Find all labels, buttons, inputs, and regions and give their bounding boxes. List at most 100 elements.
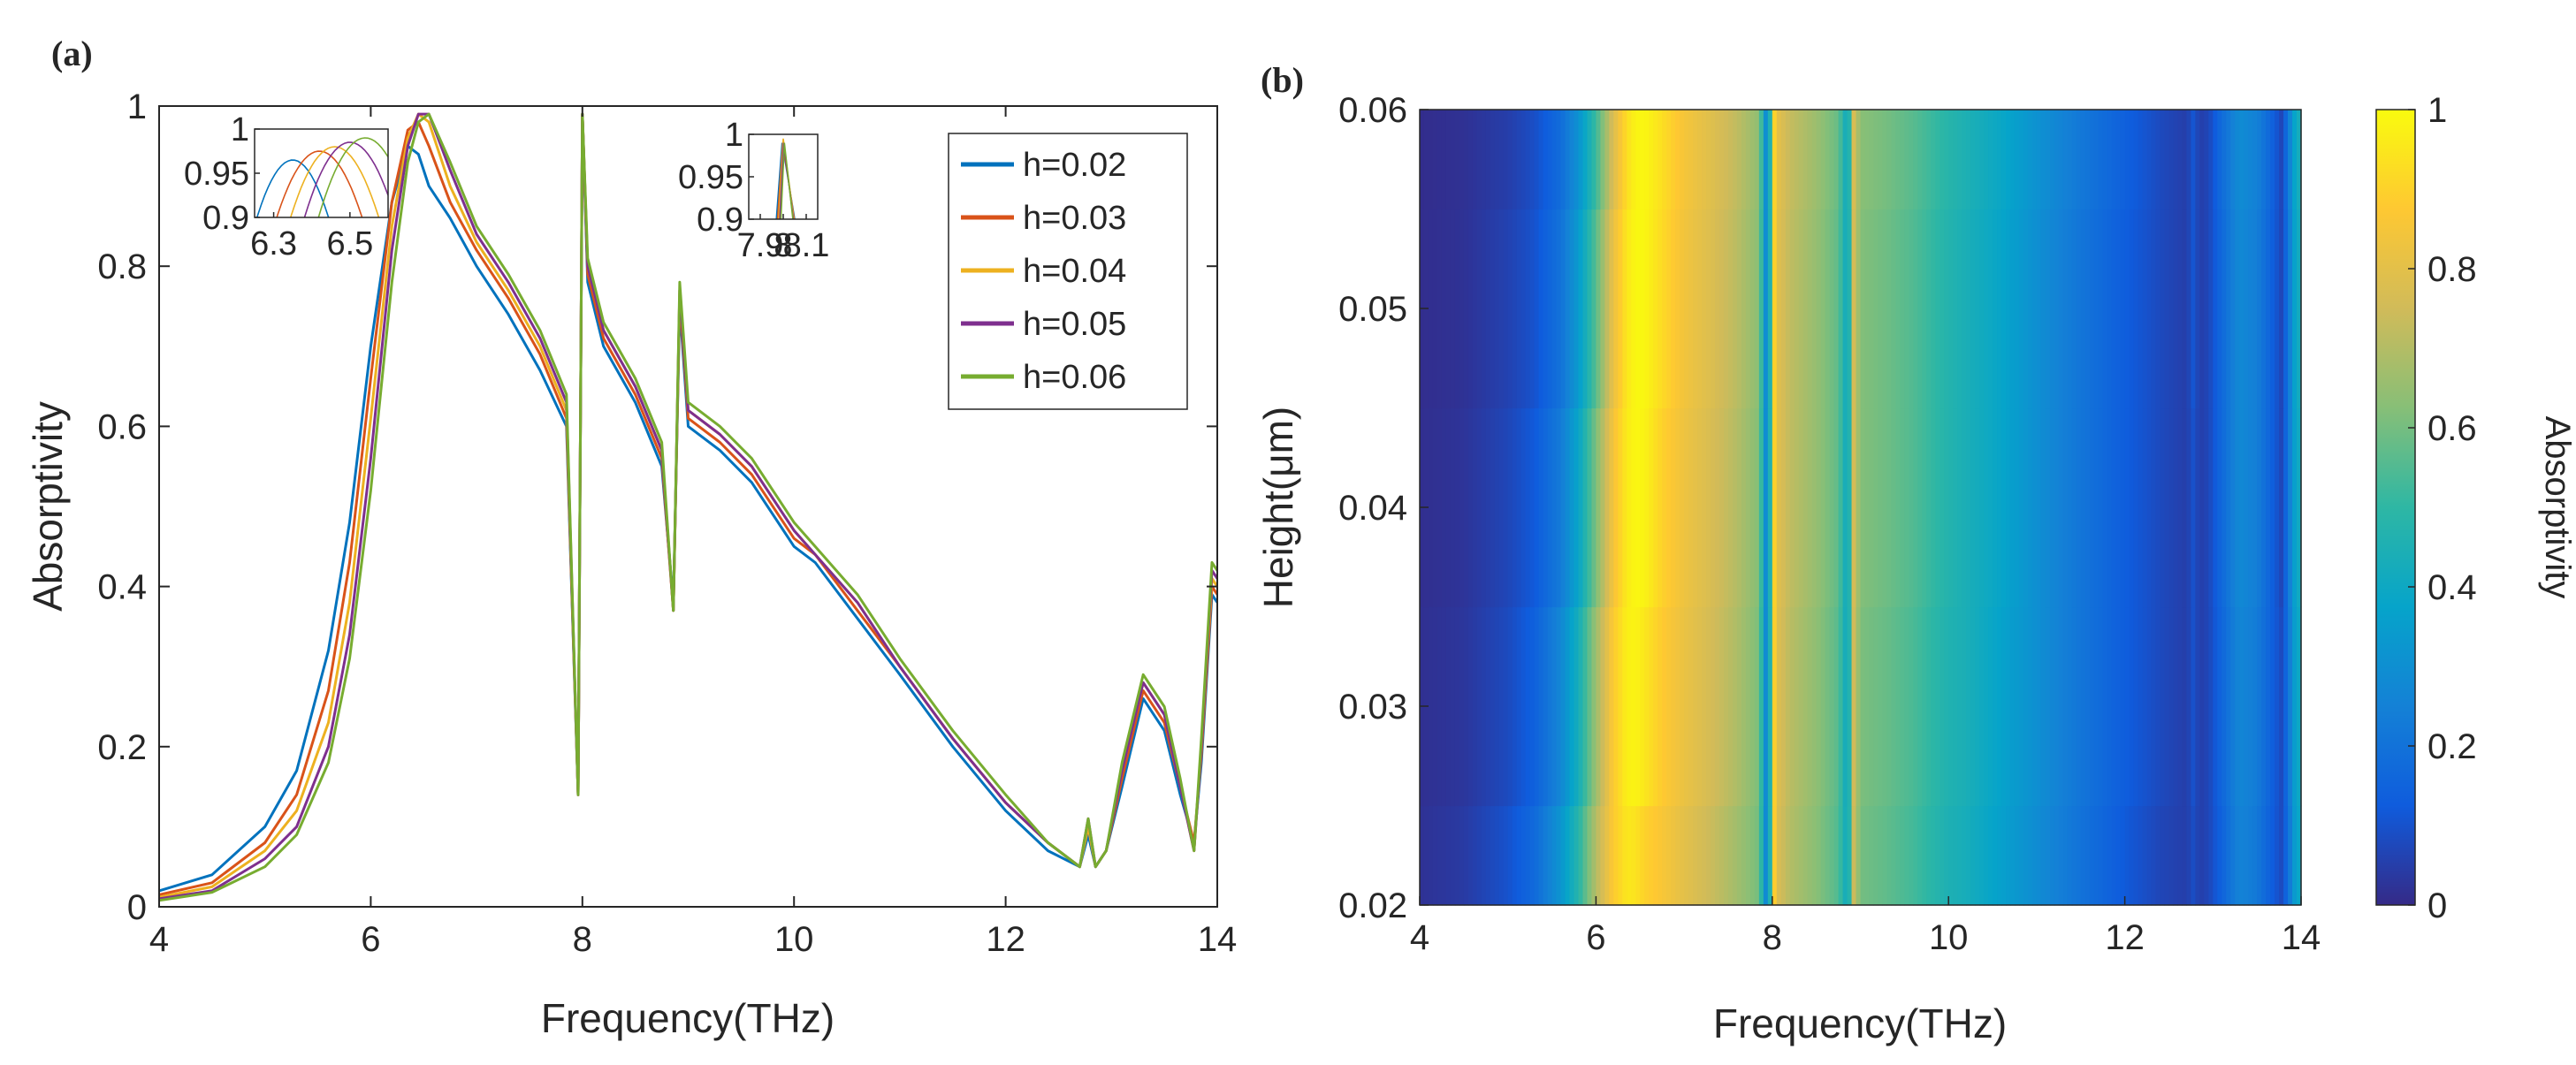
colorbar-tick-label: 0.2	[2427, 727, 2477, 766]
heatmap-cell	[1913, 110, 1918, 210]
heatmap-cell	[1450, 407, 1456, 608]
heatmap-cell	[1922, 110, 1927, 210]
heatmap-cell	[2084, 805, 2091, 906]
heatmap-cell	[1600, 407, 1605, 608]
heatmap-cell	[1688, 110, 1694, 210]
heatmap-cell	[1904, 110, 1909, 210]
heatmap-cell	[1613, 805, 1619, 906]
heatmap-cell	[2102, 110, 2108, 210]
heatmap-cell	[1459, 606, 1465, 807]
heatmap-cell	[1833, 110, 1840, 210]
heatmap-cell	[2009, 606, 2016, 807]
heatmap-cell	[1503, 407, 1509, 608]
heatmap-cell	[2257, 606, 2262, 807]
heatmap-cell	[1662, 805, 1667, 906]
x-tick-label: 4	[149, 920, 169, 959]
heatmap-cell	[1948, 407, 1954, 608]
heatmap-cell	[2093, 407, 2100, 608]
heatmap-cell	[1437, 805, 1443, 906]
heatmap-cell	[2014, 805, 2020, 906]
heatmap-cell	[2239, 209, 2244, 409]
heatmap-cell	[1869, 805, 1875, 906]
heatmap-cell	[1745, 110, 1751, 210]
heatmap-cell	[1917, 606, 1923, 807]
heatmap-cell	[2054, 606, 2060, 807]
heatmap-y-tick-label: 0.04	[1338, 489, 1407, 528]
heatmap-cell	[1507, 209, 1513, 409]
heatmap-cell	[1534, 407, 1540, 608]
heatmap-cell	[2160, 407, 2166, 608]
heatmap-cell	[1979, 110, 1985, 210]
heatmap-cell	[1754, 407, 1760, 608]
heatmap-cell	[1988, 209, 1993, 409]
plot-a-frame	[158, 105, 1218, 908]
heatmap-cell	[1754, 805, 1760, 906]
heatmap-cell	[1944, 209, 1949, 409]
heatmap-cell	[1702, 805, 1707, 906]
heatmap-cell	[1485, 110, 1491, 210]
heatmap-cell	[1635, 110, 1641, 210]
heatmap-cell	[1909, 209, 1914, 409]
heatmap-cell	[2084, 606, 2091, 807]
heatmap-cell	[1838, 110, 1844, 210]
heatmap-cell	[2182, 209, 2187, 409]
heatmap-cell	[2195, 805, 2200, 906]
heatmap-cell	[1454, 209, 1460, 409]
heatmap-cell	[2235, 407, 2240, 608]
heatmap-cell	[2120, 805, 2126, 906]
heatmap-cell	[1794, 407, 1800, 608]
heatmap-cell	[1873, 606, 1879, 807]
heatmap-cell	[1693, 606, 1698, 807]
heatmap-cell	[1454, 407, 1460, 608]
heatmap-cell	[1807, 110, 1813, 210]
heatmap-x-tick-label: 4	[1410, 918, 1429, 957]
heatmap-cell	[1873, 209, 1879, 409]
heatmap-cell	[1948, 110, 1954, 210]
heatmap-cell	[1631, 805, 1636, 906]
heatmap-cell	[2062, 805, 2069, 906]
heatmap-x-tick-label: 14	[2282, 918, 2321, 957]
heatmap-cell	[1931, 110, 1936, 210]
inset-curve-h-0-02	[255, 159, 330, 217]
heatmap-cell	[2133, 110, 2139, 210]
heatmap-cell	[1833, 606, 1840, 807]
heatmap-cell	[2080, 209, 2086, 409]
heatmap-cell	[2199, 209, 2205, 409]
heatmap-cell	[1970, 805, 1976, 906]
heatmap-cell	[1658, 110, 1663, 210]
heatmap-cell	[1736, 805, 1742, 906]
heatmap-cell	[1560, 110, 1566, 210]
inset-peak-zoom: 0.9 0.95 1 6.3 6.5	[184, 111, 389, 262]
heatmap-y-tick-label: 0.06	[1338, 91, 1407, 130]
heatmap-cell	[1609, 805, 1614, 906]
heatmap-cell	[1904, 606, 1909, 807]
heatmap-cell	[1560, 209, 1566, 409]
heatmap-cell	[2195, 407, 2200, 608]
heatmap-cell	[1565, 805, 1571, 906]
heatmap-cell	[1811, 606, 1818, 807]
heatmap-cell	[1476, 606, 1482, 807]
heatmap-cell	[2292, 407, 2298, 608]
heatmap-cell	[2155, 209, 2161, 409]
inset-curve-h-0-06	[317, 137, 388, 217]
heatmap-cell	[1649, 110, 1654, 210]
heatmap-cell	[1693, 407, 1698, 608]
legend: h=0.02 h=0.03 h=0.04 h=0.05 h=0.06	[948, 133, 1188, 410]
heatmap-cell	[1719, 209, 1725, 409]
heatmap-cell	[1644, 407, 1650, 608]
heatmap-cell	[1962, 209, 1967, 409]
series-layer	[159, 112, 1217, 902]
heatmap-cell	[1618, 110, 1623, 210]
heatmap-cell	[1816, 805, 1822, 906]
heatmap-cell	[1604, 805, 1610, 906]
heatmap-cell	[1719, 110, 1725, 210]
heatmap-cell	[2146, 209, 2153, 409]
heatmap-cell	[1842, 407, 1848, 608]
colorbar: 0 0.2 0.4 0.6 0.8 1 Absorptivity	[2375, 91, 2576, 925]
heatmap-cell	[1785, 805, 1791, 906]
heatmap-cell	[2142, 805, 2148, 906]
heatmap-cell	[1785, 407, 1791, 608]
heatmap-cell	[1723, 407, 1729, 608]
heatmap-cell	[1494, 209, 1500, 409]
